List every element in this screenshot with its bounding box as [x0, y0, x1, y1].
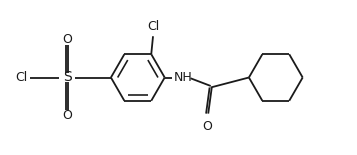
Text: Cl: Cl — [15, 71, 27, 84]
Text: NH: NH — [174, 71, 192, 84]
Text: S: S — [63, 71, 71, 84]
Text: O: O — [62, 109, 72, 122]
Text: Cl: Cl — [147, 20, 159, 33]
Text: O: O — [62, 33, 72, 46]
Text: O: O — [202, 120, 212, 133]
